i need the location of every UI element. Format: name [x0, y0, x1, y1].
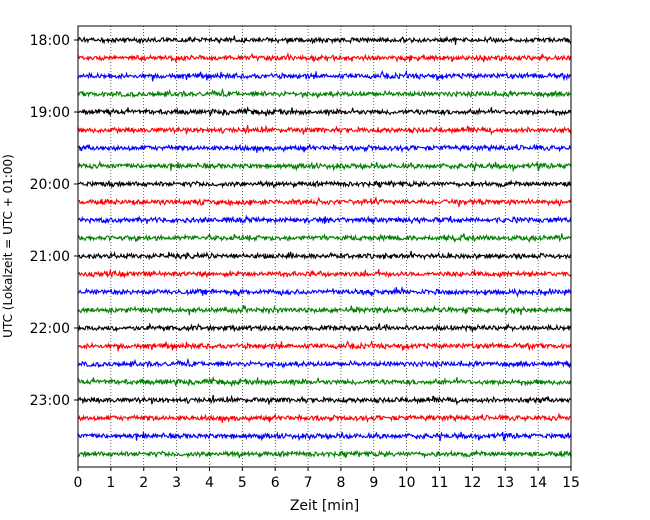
- x-tick-label: 2: [139, 475, 148, 491]
- y-tick-label: 21:00: [30, 249, 70, 265]
- y-tick-label: 18:00: [30, 33, 70, 49]
- trace-line: [77, 105, 572, 117]
- trace-line: [77, 449, 572, 459]
- trace-line: [77, 143, 572, 154]
- trace-line: [77, 250, 572, 261]
- x-tick-label: 13: [496, 475, 514, 491]
- trace-line: [77, 304, 572, 316]
- trace-line: [77, 51, 572, 63]
- trace-line: [77, 431, 572, 442]
- trace-line: [77, 87, 572, 99]
- trace-line: [77, 160, 572, 173]
- trace-line: [77, 322, 572, 333]
- trace-line: [78, 195, 572, 208]
- trace-line: [78, 35, 572, 46]
- trace-line: [77, 394, 572, 406]
- trace-line: [77, 269, 572, 279]
- y-axis-ticks: 18:00 19:00 20:00 21:00 22:00 23:00: [30, 33, 78, 409]
- x-tick-label: 15: [562, 475, 580, 491]
- y-tick-label: 22:00: [30, 321, 70, 337]
- y-tick-label: 23:00: [30, 393, 70, 409]
- x-tick-label: 5: [238, 475, 247, 491]
- y-tick-label: 19:00: [30, 105, 70, 121]
- trace-line: [77, 179, 572, 189]
- x-tick-label: 12: [463, 475, 481, 491]
- x-axis-ticks: 0 1 2 3 4 5 6 7 8 9 10 11 12 13 14 15: [74, 467, 580, 491]
- x-tick-label: 0: [74, 475, 83, 491]
- x-tick-label: 7: [304, 475, 313, 491]
- y-axis-label: UTC (Lokalzeit = UTC + 01:00): [1, 154, 15, 338]
- plot-frame: [77, 25, 572, 468]
- trace-group: [77, 35, 572, 459]
- trace-line: [77, 233, 572, 244]
- trace-line: [77, 412, 572, 424]
- x-tick-label: 11: [431, 475, 449, 491]
- y-tick-label: 20:00: [30, 177, 70, 193]
- x-tick-label: 14: [529, 475, 547, 491]
- trace-line: [77, 69, 572, 82]
- x-tick-label: 6: [271, 475, 280, 491]
- trace-line: [77, 124, 572, 136]
- trace-line: [77, 285, 572, 298]
- x-tick-label: 1: [106, 475, 115, 491]
- x-tick-label: 9: [369, 475, 378, 491]
- x-tick-label: 4: [205, 475, 214, 491]
- trace-line: [77, 214, 572, 225]
- x-tick-label: 10: [398, 475, 416, 491]
- trace-line: [77, 339, 572, 352]
- trace-line: [77, 357, 572, 369]
- x-tick-label: 8: [336, 475, 345, 491]
- x-tick-label: 3: [172, 475, 181, 491]
- trace-line: [77, 375, 572, 387]
- x-axis-label: Zeit [min]: [290, 498, 359, 514]
